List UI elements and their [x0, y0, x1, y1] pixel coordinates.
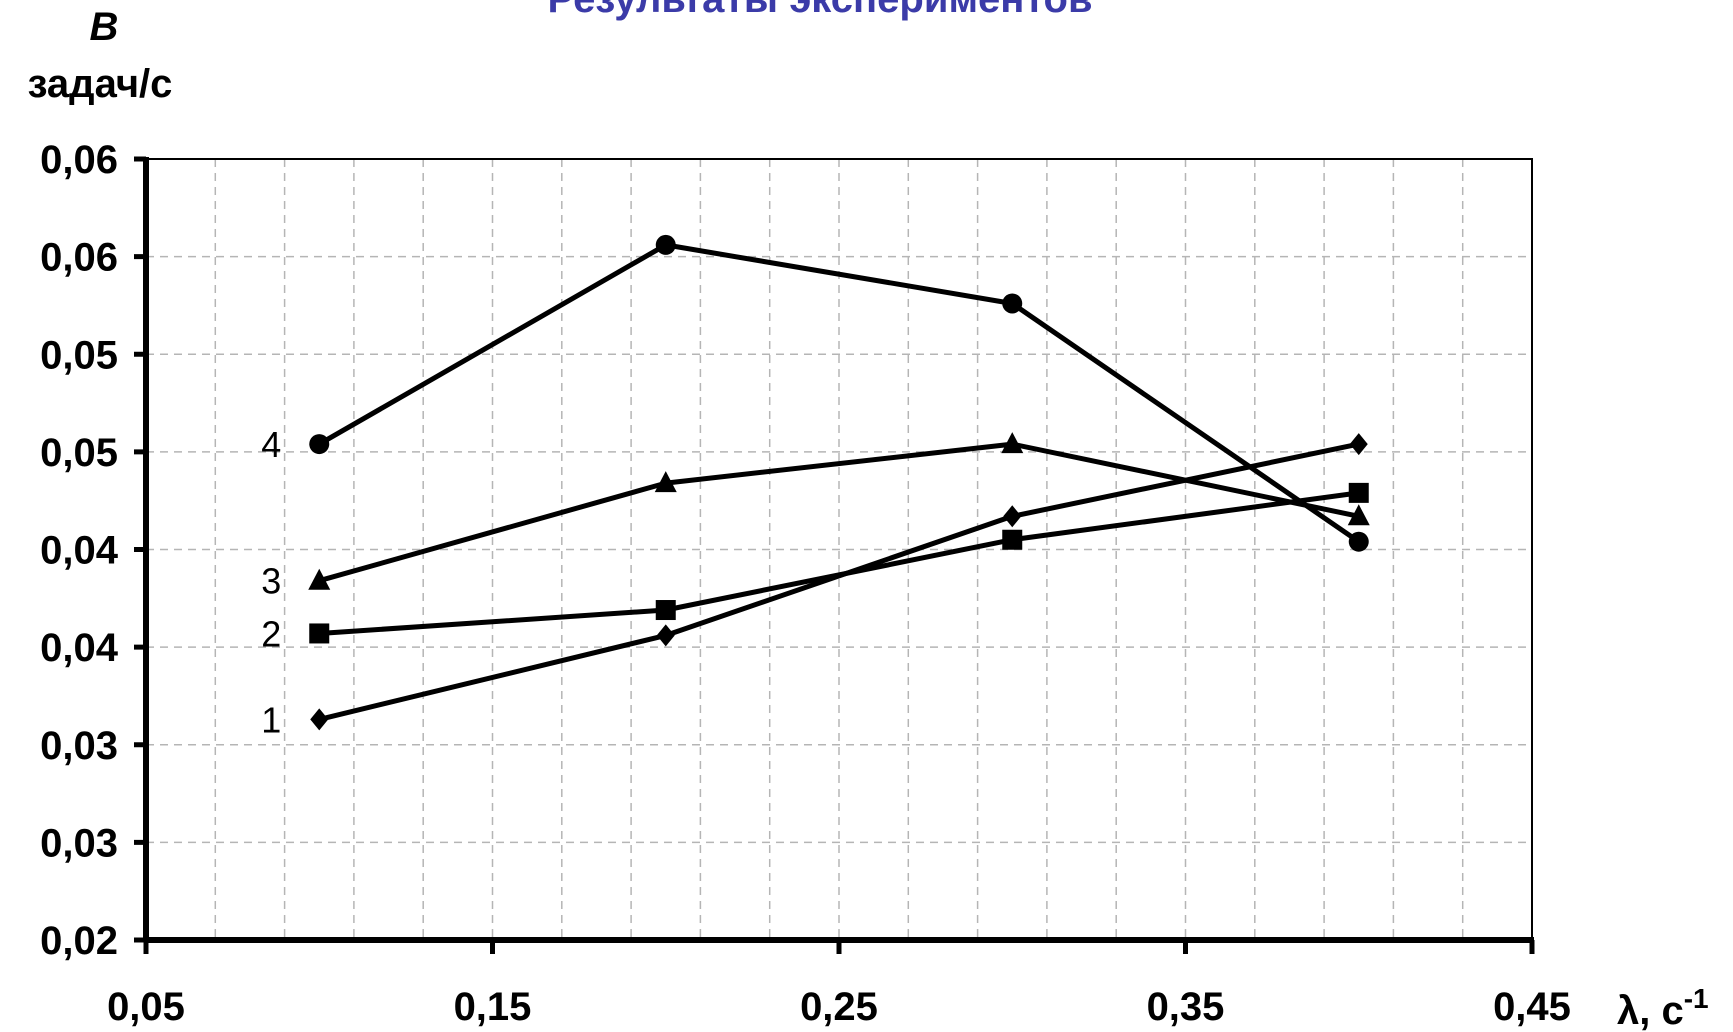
series-line-4 — [318, 242, 1361, 544]
y-tick-label: 0,06 — [40, 138, 118, 182]
data-point-3 — [654, 471, 677, 493]
y-tick-label: 0,05 — [40, 431, 118, 475]
data-point-4 — [1348, 531, 1369, 552]
data-point-4 — [655, 234, 676, 255]
data-point-3 — [1001, 432, 1024, 454]
series-label-4: 4 — [261, 424, 281, 465]
data-point-4 — [1002, 293, 1023, 314]
y-tick-label: 0,06 — [40, 236, 118, 280]
x-tick-label: 0,25 — [800, 985, 878, 1029]
series-label-1: 1 — [261, 699, 281, 740]
data-point-1 — [1349, 433, 1368, 456]
y-tick-label: 0,05 — [40, 333, 118, 377]
series-label-3: 3 — [261, 561, 281, 602]
x-tick-label: 0,45 — [1493, 985, 1571, 1029]
y-axis-symbol: B — [90, 5, 119, 49]
y-tick-label: 0,03 — [40, 821, 118, 865]
data-point-2 — [1002, 529, 1023, 550]
data-point-2 — [309, 623, 330, 644]
x-axis-label-text: λ, c — [1617, 989, 1684, 1032]
data-point-3 — [1347, 504, 1370, 526]
series — [308, 234, 1370, 731]
x-axis-label-superscript: -1 — [1684, 983, 1709, 1014]
chart-title: Результаты экспериментов — [547, 0, 1092, 21]
x-tick-label: 0,05 — [107, 985, 185, 1029]
x-tick-label: 0,15 — [454, 985, 532, 1029]
x-tick-label: 0,35 — [1147, 985, 1225, 1029]
data-point-3 — [308, 568, 331, 590]
x-axis-label: λ, c-1 — [1617, 983, 1709, 1032]
data-point-2 — [1348, 482, 1369, 503]
tick-labels: 0,02 0,03 0,03 0,04 0,04 0,05 0,05 0,06 0,06 0,05… — [40, 138, 1571, 1029]
y-axis-unit: задач/с — [28, 62, 173, 106]
series-labels: 1 2 3 4 — [261, 424, 281, 740]
y-tick-label: 0,04 — [40, 529, 119, 573]
axes — [134, 156, 1535, 954]
grid — [146, 159, 1532, 940]
data-point-4 — [309, 434, 330, 455]
data-point-1 — [1003, 505, 1022, 528]
series-line-2 — [319, 490, 1360, 636]
data-point-1 — [310, 708, 329, 731]
series-label-2: 2 — [261, 613, 281, 654]
y-tick-label: 0,04 — [40, 626, 119, 670]
data-point-1 — [656, 624, 675, 647]
y-tick-label: 0,03 — [40, 724, 118, 768]
series-line-3 — [318, 441, 1360, 584]
data-point-2 — [655, 600, 676, 621]
y-tick-label: 0,02 — [40, 919, 118, 963]
